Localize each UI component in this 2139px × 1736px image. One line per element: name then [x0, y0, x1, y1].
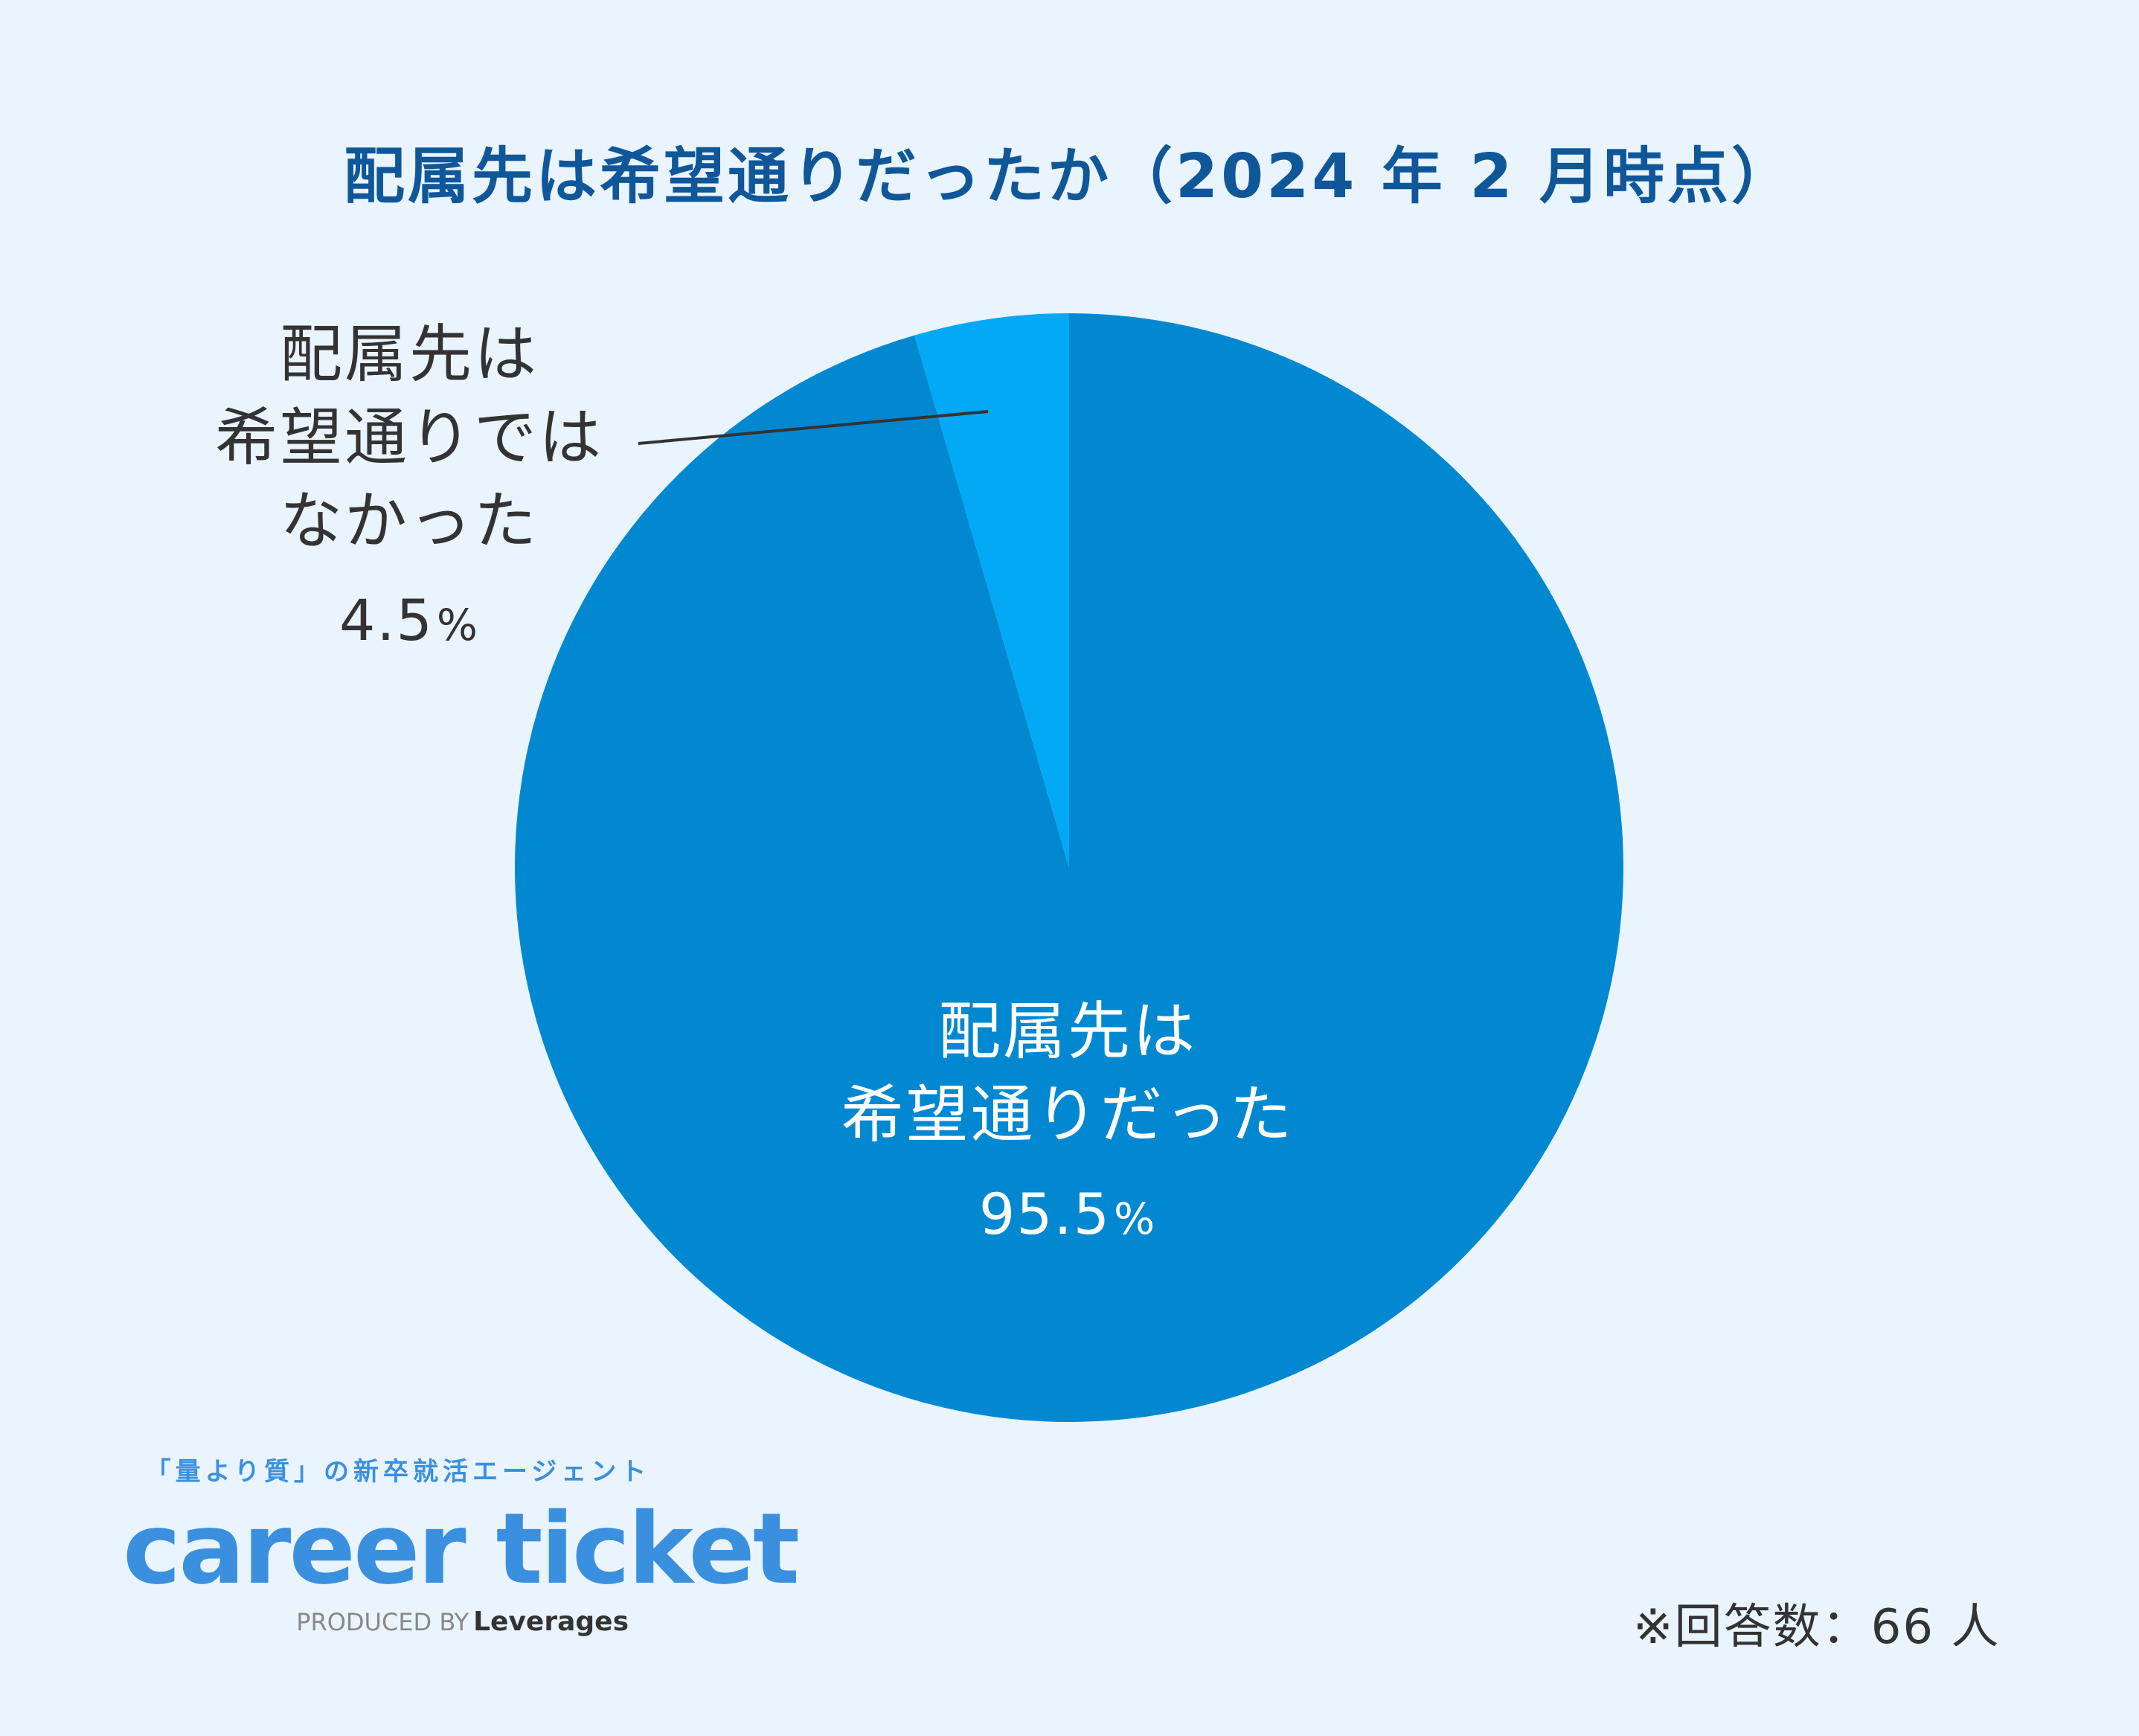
- slice-label-line: 配属先は: [937, 995, 1197, 1068]
- pie-slice-as-hoped: [514, 313, 1623, 1422]
- produced-by-label: PRODUCED BY: [296, 1608, 469, 1636]
- slice-label-line: 配属先は: [279, 318, 539, 391]
- slice-label-not-as-hoped: 配属先は 希望通りでは なかった 4.5%: [179, 313, 640, 661]
- slice-label-line: なかった: [279, 484, 539, 557]
- career-ticket-logo: career ticket: [123, 1492, 800, 1607]
- brand-tagline: 「量より質」の新卒就活エージェント: [145, 1457, 651, 1487]
- slice-value: 95.5: [978, 1181, 1112, 1247]
- respondent-count-note: ※回答数：66 人: [1633, 1600, 2001, 1655]
- slice-percentage: 4.5%: [179, 585, 640, 661]
- slice-label-line: 希望通りだった: [841, 1078, 1295, 1151]
- producer-name: Leverages: [473, 1607, 629, 1637]
- leader-line: [638, 410, 989, 445]
- slice-label-as-hoped: 配属先は 希望通りだった 95.5%: [770, 990, 1365, 1255]
- pie-slice-not-as-hoped: [914, 313, 1069, 868]
- slice-percentage: 95.5%: [770, 1179, 1365, 1255]
- slice-unit: %: [436, 600, 479, 650]
- chart-title: 配属先は希望通りだったか（2024 年 2 月時点）: [344, 141, 1795, 212]
- slice-unit: %: [1114, 1194, 1157, 1244]
- slice-value: 4.5: [339, 587, 434, 653]
- slice-label-line: 希望通りでは: [214, 401, 603, 474]
- brand-block: 「量より質」の新卒就活エージェント career ticket PRODUCED…: [123, 1451, 800, 1637]
- produced-by: PRODUCED BY Leverages: [123, 1607, 673, 1637]
- pie-slices: [514, 313, 1623, 1422]
